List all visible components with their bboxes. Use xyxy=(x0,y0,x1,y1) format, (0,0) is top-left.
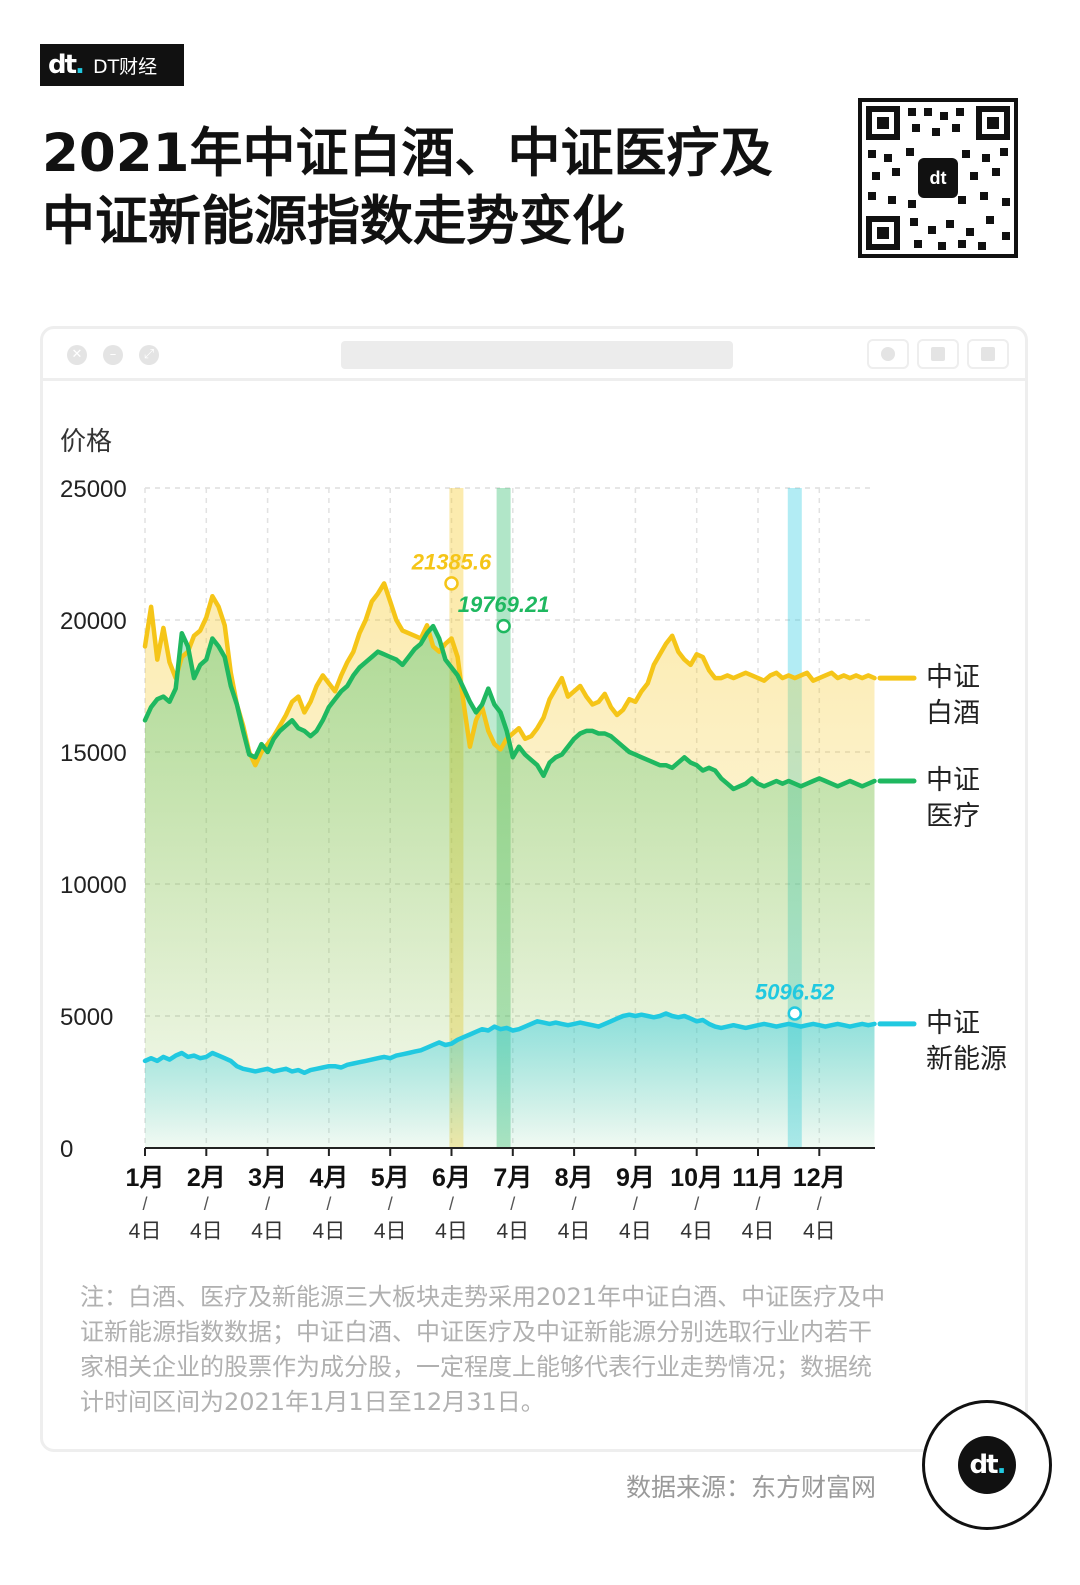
x-tick-day: 4日 xyxy=(803,1220,836,1243)
x-tick-day: 4日 xyxy=(619,1220,652,1243)
toolbar-button-window[interactable] xyxy=(967,339,1009,369)
peak-label: 5096.52 xyxy=(755,979,835,1004)
y-tick-label: 15000 xyxy=(60,740,127,767)
x-tick-day: 4日 xyxy=(313,1220,346,1243)
x-tick-slash: / xyxy=(510,1194,515,1214)
peak-label: 21385.6 xyxy=(411,549,492,574)
dt-logo-icon: dt. xyxy=(48,50,85,80)
legend-label-baijiu: 白酒 xyxy=(926,698,980,728)
x-tick-slash: / xyxy=(142,1194,147,1214)
x-tick-month: 8月 xyxy=(555,1164,594,1192)
x-tick-month: 9月 xyxy=(616,1164,655,1192)
y-tick-label: 10000 xyxy=(60,872,127,899)
x-tick-slash: / xyxy=(449,1194,454,1214)
minimize-icon[interactable]: – xyxy=(103,345,123,365)
line-xinnengyuan xyxy=(142,1011,877,1076)
x-tick-month: 5月 xyxy=(371,1164,410,1192)
x-tick-slash: / xyxy=(388,1194,393,1214)
legend-label-xinnengyuan: 新能源 xyxy=(926,1044,1007,1074)
address-bar[interactable] xyxy=(341,341,733,369)
x-tick-month: 10月 xyxy=(670,1164,723,1192)
area-xinnengyuan xyxy=(145,1013,875,1148)
x-tick-slash: / xyxy=(572,1194,577,1214)
x-tick-month: 3月 xyxy=(248,1164,287,1192)
x-tick-day: 4日 xyxy=(558,1220,591,1243)
line-yiliao xyxy=(142,623,877,792)
peak-marker xyxy=(787,1006,803,1021)
chart-note: 注：白酒、医疗及新能源三大板块走势采用2021年中证白酒、中证医疗及中证新能源指… xyxy=(80,1283,886,1416)
x-tick-slash: / xyxy=(694,1194,699,1214)
y-tick-label: 5000 xyxy=(60,1004,113,1031)
svg-text:dt: dt xyxy=(930,168,947,188)
x-tick-month: 11月 xyxy=(732,1164,783,1192)
x-tick-slash: / xyxy=(755,1194,760,1214)
x-tick-day: 4日 xyxy=(742,1220,775,1243)
page-title: 2021年中证白酒、中证医疗及中证新能源指数走势变化 xyxy=(42,123,773,252)
peak-marker xyxy=(444,576,459,591)
x-tick-slash: / xyxy=(633,1194,638,1214)
brand-name: DT财经 xyxy=(92,55,158,78)
y-axis-label: 价格 xyxy=(60,426,112,456)
x-tick-day: 4日 xyxy=(680,1220,713,1243)
x-tick-day: 4日 xyxy=(496,1220,529,1243)
x-tick-month: 1月 xyxy=(126,1164,165,1192)
window-titlebar: ✕ – ⤢ xyxy=(43,329,1025,381)
x-tick-slash: / xyxy=(265,1194,270,1214)
qr-code-icon: dt xyxy=(858,98,1018,258)
y-tick-label: 0 xyxy=(60,1136,73,1163)
x-tick-month: 4月 xyxy=(309,1164,348,1192)
dt-logo-icon: dt. xyxy=(958,1436,1016,1494)
x-tick-month: 7月 xyxy=(493,1164,532,1192)
x-tick-month: 2月 xyxy=(187,1164,226,1192)
x-tick-month: 6月 xyxy=(432,1164,471,1192)
maximize-icon[interactable]: ⤢ xyxy=(139,345,159,365)
x-tick-day: 4日 xyxy=(435,1220,468,1243)
peak-marker xyxy=(496,618,511,634)
dt-round-logo: dt. xyxy=(922,1400,1052,1530)
close-icon[interactable]: ✕ xyxy=(67,345,87,365)
y-tick-label: 25000 xyxy=(60,476,127,503)
peak-label: 19769.21 xyxy=(458,592,550,617)
dt-logo-badge: dt. DT财经 xyxy=(40,44,184,86)
y-tick-label: 20000 xyxy=(60,608,127,635)
legend-label-yiliao: 医疗 xyxy=(926,801,980,831)
legend-label-yiliao: 中证 xyxy=(926,765,980,795)
x-tick-day: 4日 xyxy=(190,1220,223,1243)
toolbar-button-record[interactable] xyxy=(867,339,909,369)
x-tick-day: 4日 xyxy=(374,1220,407,1243)
legend-label-xinnengyuan: 中证 xyxy=(926,1008,980,1038)
x-tick-slash: / xyxy=(817,1194,822,1214)
toolbar-button-share[interactable] xyxy=(917,339,959,369)
x-tick-month: 12月 xyxy=(793,1164,846,1192)
x-tick-slash: / xyxy=(204,1194,209,1214)
x-tick-slash: / xyxy=(326,1194,331,1214)
x-tick-day: 4日 xyxy=(129,1220,162,1243)
data-source: 数据来源：东方财富网 xyxy=(626,1473,877,1502)
legend-label-baijiu: 中证 xyxy=(926,662,980,692)
x-tick-day: 4日 xyxy=(251,1220,284,1243)
